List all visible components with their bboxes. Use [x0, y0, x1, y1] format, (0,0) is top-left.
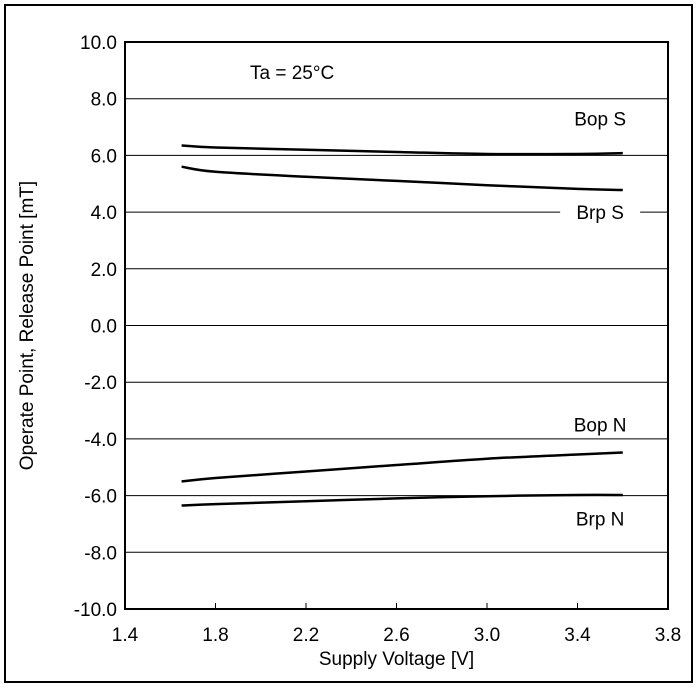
y-tick-label: -10.0 [74, 600, 117, 621]
chart-frame: Bop S Brp S Bop N Brp N 1.4 1.8 2.2 2.6 3.0 3.4 3… [4, 4, 693, 683]
x-tick-labels: 1.4 1.8 2.2 2.6 3.0 3.4 3.8 [112, 603, 681, 646]
series-label-bop-n: Bop N [574, 416, 627, 437]
y-tick-label: 2.0 [91, 260, 117, 281]
y-tick-label: 8.0 [91, 90, 117, 111]
series-label-brp-s: Brp S [576, 203, 624, 224]
series-line-bop-s [181, 144, 623, 156]
x-tick-label: 3.4 [564, 625, 591, 646]
series-labels: Bop S Brp S Bop N Brp N [560, 104, 641, 531]
chart-svg: Bop S Brp S Bop N Brp N 1.4 1.8 2.2 2.6 3.0 3.4 3… [17, 33, 681, 670]
x-tick-label: 3.8 [655, 625, 681, 646]
y-axis-label: Operate Point, Release Point [mT] [17, 181, 38, 470]
series-lines [181, 144, 623, 507]
temperature-annotation: Ta = 25°C [250, 63, 334, 84]
grid-lines [125, 98, 668, 553]
x-tick-label: 1.4 [112, 625, 139, 646]
y-tick-label: 0.0 [91, 317, 117, 338]
series-label-bop-s: Bop S [574, 110, 626, 131]
series-label-bg [560, 504, 641, 531]
series-line-brp-n [181, 493, 623, 507]
y-tick-label: 10.0 [80, 33, 117, 54]
series-label-bg [560, 410, 641, 437]
x-tick-label: 2.6 [383, 625, 409, 646]
series-label-bg [560, 104, 641, 131]
x-axis-label: Supply Voltage [V] [319, 649, 474, 670]
x-tick-label: 1.8 [202, 625, 228, 646]
series-line-bop-n [181, 451, 623, 483]
y-tick-label: -4.0 [84, 430, 117, 451]
y-tick-label: 6.0 [91, 146, 117, 167]
series-label-brp-n: Brp N [576, 509, 625, 530]
series-label-bg [560, 198, 641, 225]
y-tick-label: 4.0 [91, 203, 117, 224]
x-tick-label: 3.0 [474, 625, 500, 646]
y-tick-label: -8.0 [84, 543, 117, 564]
x-tick-label: 2.2 [293, 625, 319, 646]
y-tick-labels: 10.0 8.0 6.0 4.0 2.0 0.0 -2.0 -4.0 -6.0 -8.0 -10.0 [74, 33, 117, 621]
y-tick-label: -6.0 [84, 487, 117, 508]
y-tick-label: -2.0 [84, 373, 117, 394]
series-line-brp-s [181, 165, 623, 192]
